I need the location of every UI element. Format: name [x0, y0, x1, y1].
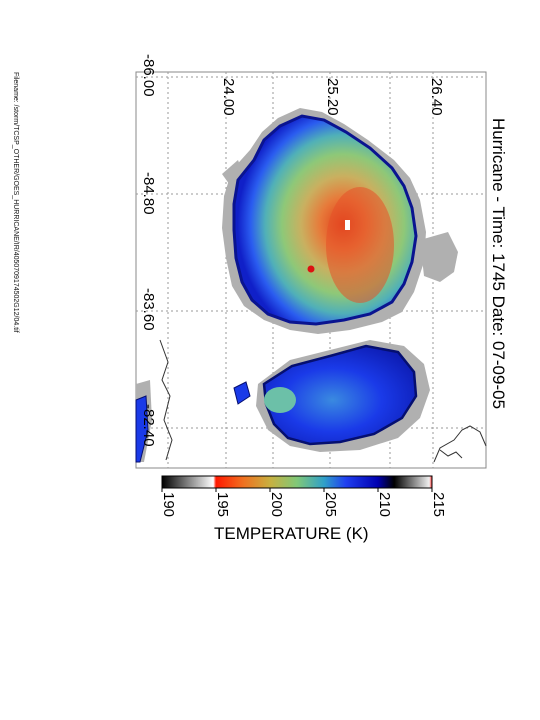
- colorbar-tick-210: 210: [376, 492, 393, 518]
- map-title: Hurricane - Time: 1745 Date: 07-09-05: [489, 118, 508, 410]
- lon-tick-84-8: -84.80: [140, 172, 157, 215]
- lon-tick-83-6: -83.60: [140, 288, 157, 331]
- rain-band: [262, 344, 418, 446]
- lon-tick-82-4: -82.40: [140, 404, 157, 447]
- filename-label: Filename: /storm/TCSP_OTHER/GOES_HURRICA…: [12, 72, 19, 333]
- colorbar-tick-190: 190: [160, 492, 177, 518]
- colorbar-tick-200: 200: [268, 492, 285, 518]
- colorbar-tick-215: 215: [430, 492, 447, 518]
- lat-tick-26-4: 26.40: [428, 78, 445, 116]
- storm-center-marker: [307, 265, 315, 273]
- colorbar-tick-195: 195: [214, 492, 231, 518]
- rain-band-cell-small: [233, 381, 251, 405]
- lat-tick-25-2: 25.20: [324, 78, 341, 116]
- colorbar-ticks: [161, 488, 433, 492]
- cold-cloud-top: [326, 187, 394, 303]
- rain-band-cell: [264, 387, 296, 413]
- temperature-colorbar: [161, 475, 433, 489]
- lat-tick-24: 24.00: [220, 78, 237, 116]
- lon-tick-86: -86.00: [140, 54, 157, 97]
- coastline: [159, 339, 487, 463]
- colorbar-label: TEMPERATURE (K): [214, 524, 369, 543]
- storm-eye: [345, 220, 350, 230]
- edge-cloud: [135, 395, 149, 463]
- colorbar-tick-205: 205: [322, 492, 339, 518]
